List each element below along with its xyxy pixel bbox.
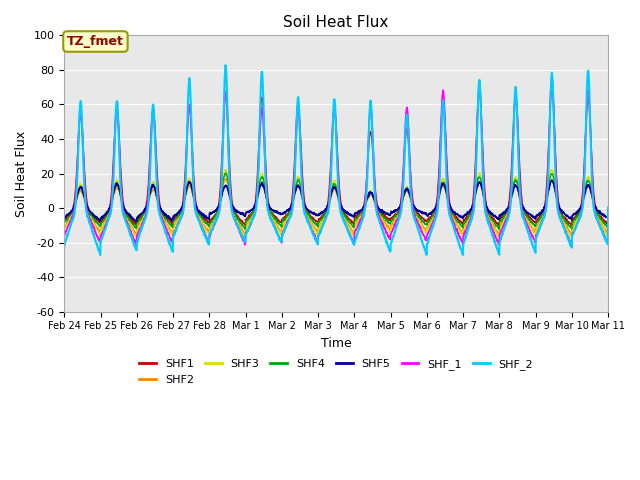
SHF_1 [132, 242, 140, 248]
SHF2 [352, 220, 360, 226]
SHF3 [60, 226, 68, 232]
SHF4 [353, 216, 360, 222]
SHF3 [568, 235, 575, 241]
SHF3 [352, 222, 360, 228]
SHF2 [572, 220, 579, 226]
SHF4 [60, 220, 68, 226]
SHF5 [572, 211, 579, 216]
SHF1 [604, 206, 612, 212]
SHF5 [557, 206, 564, 212]
SHF3 [212, 215, 220, 220]
SHF1 [548, 84, 556, 90]
SHF_2 [212, 217, 220, 223]
SHF5 [60, 216, 68, 221]
SHF4 [241, 227, 249, 232]
X-axis label: Time: Time [321, 337, 351, 350]
SHF5 [352, 211, 360, 216]
SHF2 [557, 211, 564, 217]
Line: SHF5: SHF5 [64, 180, 608, 221]
SHF2 [495, 231, 502, 237]
SHF2 [212, 214, 220, 220]
Line: SHF4: SHF4 [64, 173, 608, 229]
SHF3 [364, 194, 372, 200]
Text: TZ_fmet: TZ_fmet [67, 35, 124, 48]
SHF_2 [353, 234, 360, 240]
SHF4 [572, 216, 579, 222]
SHF4 [222, 170, 230, 176]
SHF1 [60, 216, 68, 222]
SHF_2 [60, 243, 68, 249]
SHF3 [604, 204, 612, 210]
Line: SHF3: SHF3 [64, 169, 608, 238]
SHF5 [604, 205, 612, 211]
Y-axis label: Soil Heat Flux: Soil Heat Flux [15, 131, 28, 216]
SHF2 [60, 225, 68, 231]
SHF_1 [604, 205, 612, 211]
SHF_2 [495, 250, 502, 256]
SHF3 [556, 211, 564, 216]
SHF_1 [212, 218, 220, 224]
Line: SHF_1: SHF_1 [64, 79, 608, 245]
SHF1 [212, 211, 220, 217]
SHF_1 [557, 216, 564, 221]
SHF_2 [604, 204, 612, 210]
SHF4 [604, 205, 612, 211]
SHF1 [568, 223, 575, 228]
SHF3 [495, 233, 502, 239]
SHF5 [364, 194, 372, 200]
SHF3 [572, 221, 579, 227]
Line: SHF2: SHF2 [64, 179, 608, 235]
SHF2 [604, 205, 612, 211]
SHF_2 [364, 154, 372, 159]
Line: SHF1: SHF1 [64, 87, 608, 226]
SHF_1 [572, 226, 579, 231]
Line: SHF_2: SHF_2 [64, 65, 608, 255]
SHF_1 [352, 227, 360, 233]
SHF_1 [364, 152, 372, 157]
SHF_1 [60, 233, 68, 239]
SHF5 [495, 215, 502, 220]
Title: Soil Heat Flux: Soil Heat Flux [284, 15, 389, 30]
SHF_2 [557, 216, 564, 222]
SHF5 [548, 178, 556, 183]
SHF1 [494, 220, 502, 226]
SHF4 [364, 193, 372, 199]
SHF4 [495, 225, 502, 231]
SHF_1 [548, 76, 556, 82]
SHF1 [352, 214, 360, 219]
SHF5 [132, 218, 140, 224]
SHF4 [212, 212, 220, 217]
SHF_2 [572, 225, 579, 230]
SHF_2 [97, 252, 104, 258]
SHF2 [495, 232, 503, 238]
SHF5 [212, 208, 220, 214]
SHF_2 [221, 62, 229, 68]
SHF2 [221, 176, 229, 181]
SHF_1 [495, 240, 502, 245]
SHF3 [221, 167, 229, 172]
Legend: SHF1, SHF2, SHF3, SHF4, SHF5, SHF_1, SHF_2: SHF1, SHF2, SHF3, SHF4, SHF5, SHF_1, SHF… [135, 355, 538, 389]
SHF1 [364, 163, 371, 169]
SHF4 [557, 209, 564, 215]
SHF1 [556, 208, 564, 214]
SHF2 [364, 196, 372, 202]
SHF1 [572, 214, 579, 219]
